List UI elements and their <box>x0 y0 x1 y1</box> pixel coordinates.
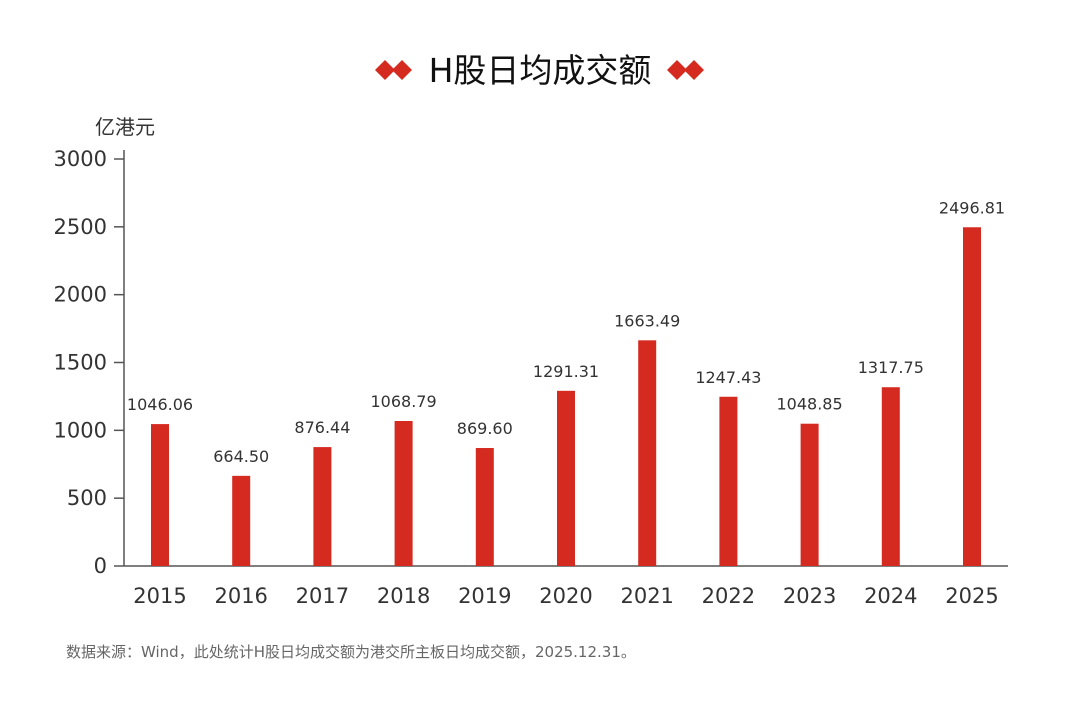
bar-2025 <box>963 227 981 566</box>
data-label-2023: 1048.85 <box>777 395 843 414</box>
bar-2019 <box>475 448 494 566</box>
bar-2022 <box>719 396 738 566</box>
bar-2020 <box>557 390 575 566</box>
x-tick-label-2016: 2016 <box>214 584 267 608</box>
data-labels-group: 1046.06 664.50 876.44 1068.79 869.60 1291.31 1… <box>127 198 1005 466</box>
x-tick-label-2025: 2025 <box>945 584 998 608</box>
data-label-2024: 1317.75 <box>858 358 924 377</box>
data-label-2021: 1663.49 <box>614 311 680 330</box>
bar-2018 <box>394 421 413 566</box>
y-tick-label: 1000 <box>54 418 107 442</box>
bar-2024 <box>881 387 900 566</box>
y-tick-label: 2000 <box>54 283 107 307</box>
x-tick-label-2022: 2022 <box>702 584 755 608</box>
data-label-2025: 2496.81 <box>939 198 1005 217</box>
data-label-2022: 1247.43 <box>695 368 761 387</box>
x-tick-label-2019: 2019 <box>458 584 511 608</box>
x-tick-label-2023: 2023 <box>783 584 836 608</box>
y-tick-label: 3000 <box>54 147 107 171</box>
y-tick-label: 1500 <box>54 351 107 375</box>
chart-title: H股日均成交额 <box>429 51 652 90</box>
bar-2015 <box>151 424 169 566</box>
title-left-diamonds-icon <box>375 60 412 80</box>
x-tick-label-2015: 2015 <box>133 584 186 608</box>
x-tick-label-2021: 2021 <box>620 584 673 608</box>
bar-2021 <box>638 340 657 566</box>
data-label-2017: 876.44 <box>294 418 350 437</box>
data-label-2018: 1068.79 <box>371 392 437 411</box>
y-tick-label: 0 <box>94 554 107 578</box>
data-label-2016: 664.50 <box>213 447 269 466</box>
data-label-2015: 1046.06 <box>127 395 193 414</box>
bars-group <box>151 227 981 566</box>
data-label-2020: 1291.31 <box>533 362 599 381</box>
x-tick-label-2020: 2020 <box>539 584 592 608</box>
x-axis-ticks: 2015 2016 2017 2018 2019 2020 2021 2022 2023 2024… <box>133 584 998 608</box>
source-note: 数据来源：Wind，此处统计H股日均成交额为港交所主板日均成交额，2025.12… <box>66 643 636 661</box>
x-tick-label-2018: 2018 <box>377 584 430 608</box>
data-label-2019: 869.60 <box>457 419 513 438</box>
bar-2016 <box>232 475 251 566</box>
title-right-diamonds-icon <box>667 60 704 80</box>
bar-2023 <box>800 423 819 566</box>
y-axis-unit-label: 亿港元 <box>95 115 155 139</box>
y-tick-label: 2500 <box>54 215 107 239</box>
y-tick-label: 500 <box>67 486 107 510</box>
x-tick-label-2024: 2024 <box>864 584 917 608</box>
x-tick-label-2017: 2017 <box>296 584 349 608</box>
bar-2017 <box>313 447 332 566</box>
chart-title-group: H股日均成交额 <box>375 51 704 90</box>
y-axis-ticks: 0 500 1000 1500 2000 2500 3000 <box>54 147 124 578</box>
